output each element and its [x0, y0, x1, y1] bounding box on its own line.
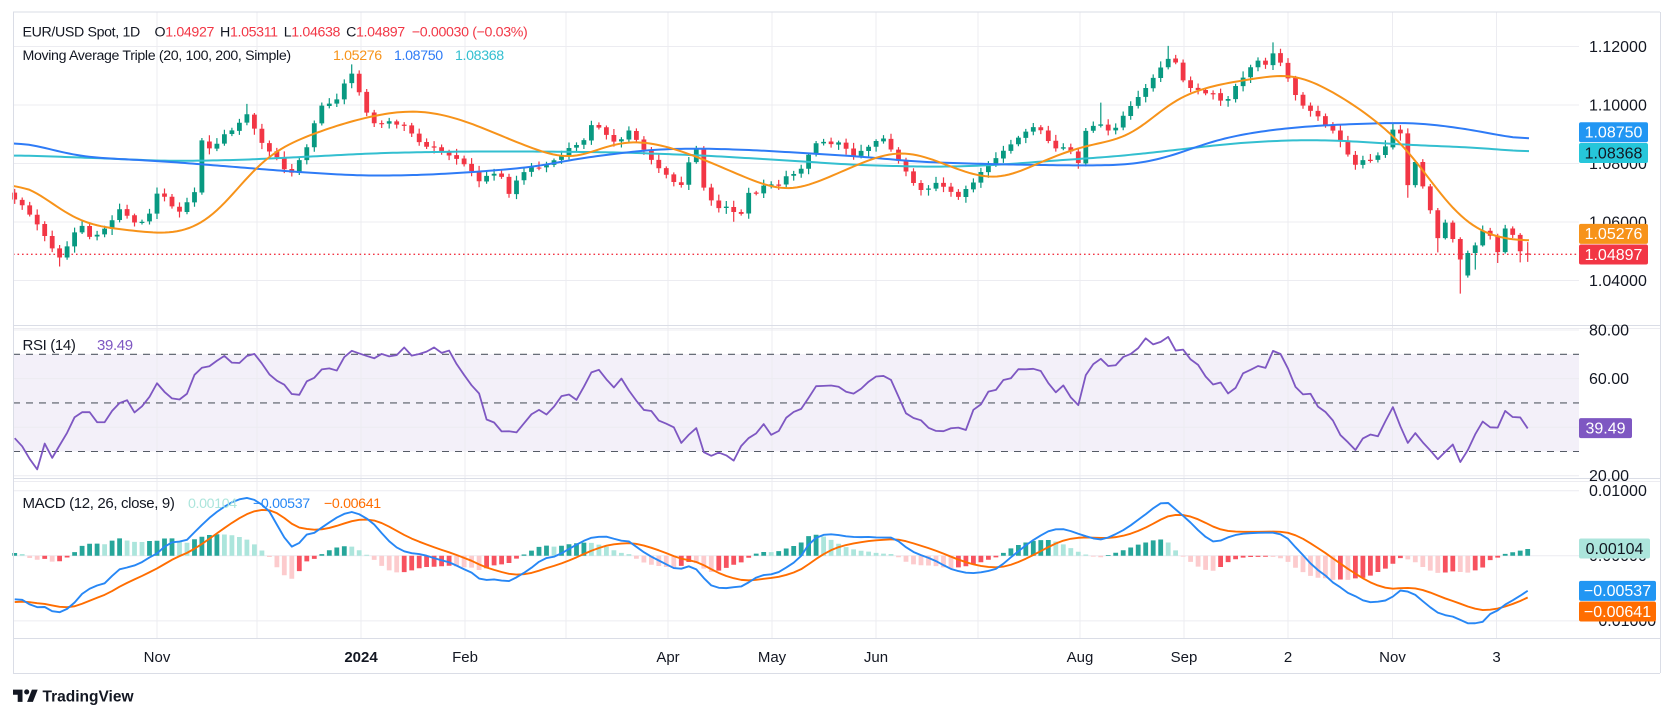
svg-text:−0.00537: −0.00537 — [1584, 583, 1651, 600]
svg-text:−0.00641: −0.00641 — [324, 496, 381, 512]
svg-text:1.05276: 1.05276 — [1585, 226, 1643, 243]
svg-text:Nov: Nov — [1379, 649, 1406, 666]
svg-text:1.04000: 1.04000 — [1589, 273, 1647, 290]
svg-text:Aug: Aug — [1067, 649, 1094, 666]
svg-text:80.00: 80.00 — [1589, 322, 1629, 339]
svg-text:EUR/USD Spot, 1D: EUR/USD Spot, 1D — [23, 25, 141, 41]
svg-text:Sep: Sep — [1171, 649, 1198, 666]
svg-text:1.05276: 1.05276 — [333, 48, 382, 64]
svg-text:39.49: 39.49 — [97, 337, 133, 354]
svg-text:Nov: Nov — [144, 649, 171, 666]
svg-text:RSI (14): RSI (14) — [23, 337, 76, 354]
svg-text:TradingView: TradingView — [43, 689, 135, 706]
svg-text:−0.00641: −0.00641 — [1584, 604, 1651, 621]
svg-text:Moving Average Triple (20, 100: Moving Average Triple (20, 100, 200, Sim… — [23, 48, 291, 64]
svg-text:May: May — [758, 649, 787, 666]
svg-text:1.08368: 1.08368 — [1585, 145, 1643, 162]
svg-text:MACD (12, 26, close, 9): MACD (12, 26, close, 9) — [23, 495, 175, 512]
svg-text:0.00104: 0.00104 — [1586, 541, 1644, 558]
svg-text:Feb: Feb — [452, 649, 478, 666]
svg-text:3: 3 — [1492, 649, 1500, 666]
svg-text:1.04897: 1.04897 — [1585, 247, 1643, 264]
svg-text:−0.00537: −0.00537 — [253, 496, 310, 512]
svg-text:Jun: Jun — [864, 649, 888, 666]
svg-text:2: 2 — [1284, 649, 1292, 666]
svg-text:1.12000: 1.12000 — [1589, 39, 1647, 56]
svg-text:0.01000: 0.01000 — [1589, 483, 1647, 500]
svg-text:39.49: 39.49 — [1585, 420, 1625, 437]
svg-text:60.00: 60.00 — [1589, 371, 1629, 388]
svg-text:1.08368: 1.08368 — [455, 48, 504, 64]
svg-text:Apr: Apr — [656, 649, 679, 666]
svg-text:1.08750: 1.08750 — [394, 48, 443, 64]
svg-text:1.10000: 1.10000 — [1589, 97, 1647, 114]
svg-text:2024: 2024 — [344, 649, 378, 666]
svg-text:20.00: 20.00 — [1589, 468, 1629, 485]
svg-text:1.08750: 1.08750 — [1585, 125, 1643, 142]
svg-text:0.00104: 0.00104 — [188, 496, 237, 512]
